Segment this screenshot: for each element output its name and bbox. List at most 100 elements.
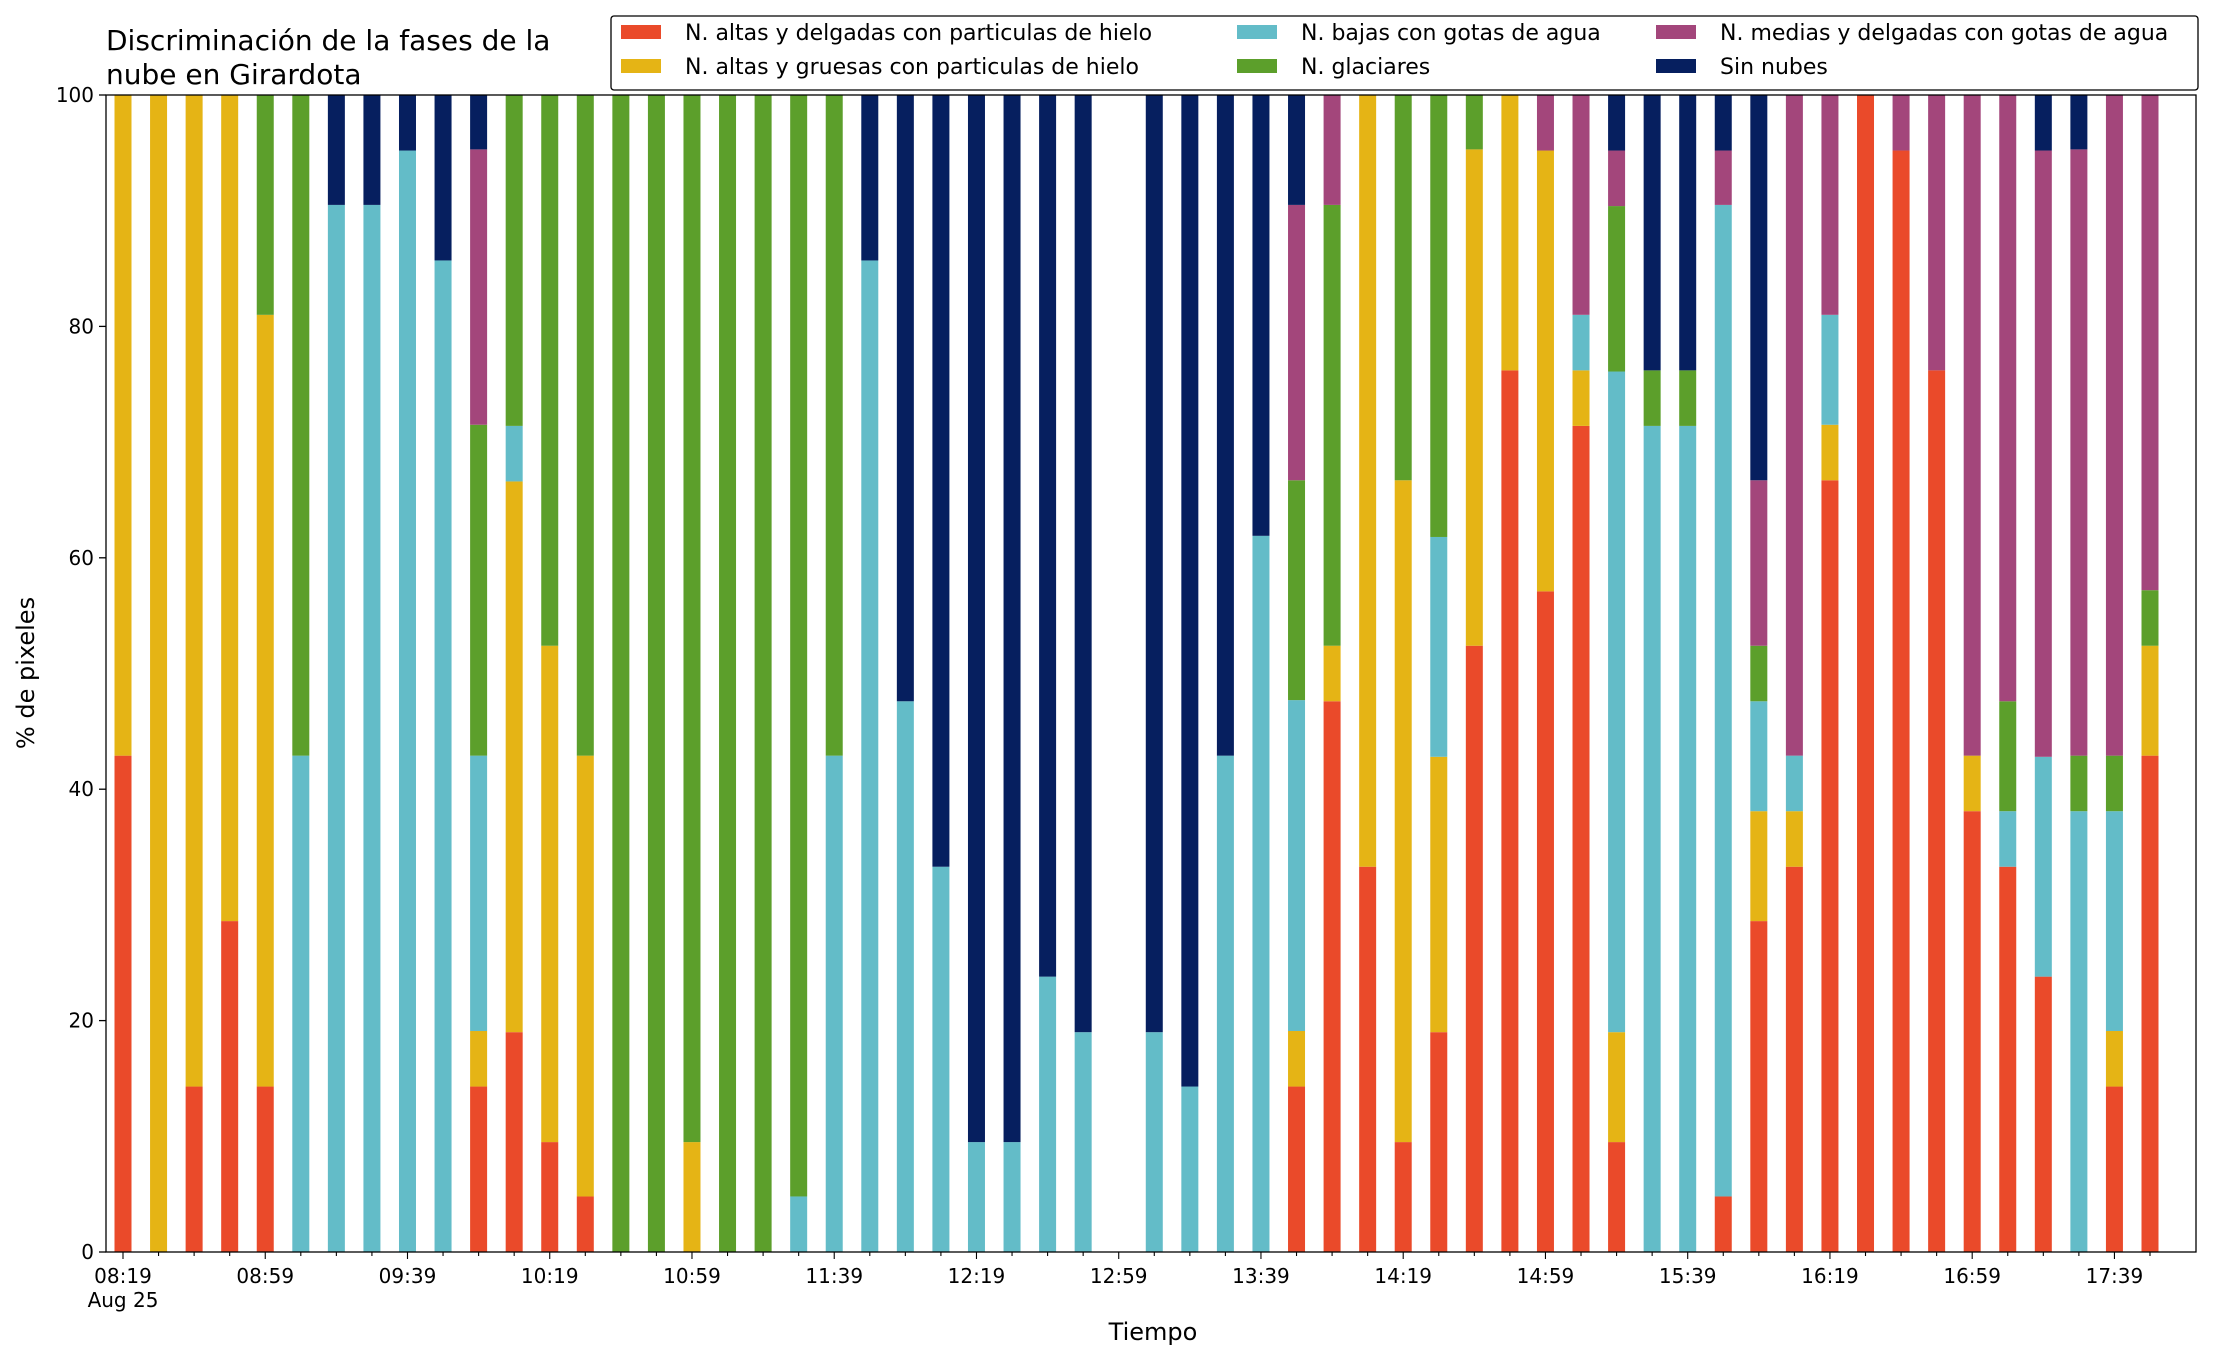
chart-title-line-2: nube en Girardota <box>106 58 361 91</box>
bar-segment <box>1216 755 1234 1252</box>
bar-segment <box>1288 204 1306 481</box>
bar-segment <box>505 1032 523 1252</box>
bar-segment <box>292 95 310 756</box>
legend-label: N. bajas con gotas de agua <box>1301 21 1601 46</box>
bar-segment <box>1074 1032 1092 1252</box>
bar-segment <box>576 1196 594 1252</box>
bar-segment <box>2034 976 2052 1252</box>
bar-segment <box>1821 424 1839 481</box>
bar-segment <box>1750 645 1768 702</box>
legend-item: N. bajas con gotas de agua <box>1237 21 1601 46</box>
bar-group-1539 <box>1679 95 1697 1252</box>
y-tick-label: 0 <box>81 1240 94 1264</box>
bar-group-1359 <box>1323 95 1341 1252</box>
bars-layer <box>114 95 2159 1252</box>
bar-segment <box>434 260 452 1252</box>
legend-item: Sin nubes <box>1656 55 1828 80</box>
bar-group-1629 <box>1857 95 1875 1252</box>
x-axis-label: Tiempo <box>1108 1318 1198 1346</box>
bar-segment <box>1572 425 1590 1252</box>
bar-segment <box>576 755 594 1197</box>
bar-segment <box>327 204 345 1252</box>
bar-group-1159 <box>896 95 914 1252</box>
bar-segment <box>221 95 239 922</box>
x-tick-label: 16:59 <box>1943 1264 2001 1288</box>
bar-segment <box>1501 370 1519 1252</box>
bar-segment <box>1003 95 1021 1143</box>
bar-segment <box>1465 149 1483 646</box>
bar-segment <box>2034 756 2052 977</box>
bar-group-1649 <box>1928 95 1946 1252</box>
legend-swatch <box>1656 59 1696 73</box>
bar-segment <box>967 95 985 1143</box>
bar-segment <box>1608 371 1626 1033</box>
bar-group-1209 <box>932 95 950 1252</box>
x-tick-label: 12:59 <box>1090 1264 1148 1288</box>
x-tick-label: 10:59 <box>663 1264 721 1288</box>
bar-group-1039 <box>612 95 630 1252</box>
bar-segment <box>470 95 488 150</box>
bar-segment <box>470 424 488 756</box>
bar-group-0949 <box>434 95 452 1252</box>
legend-item: N. glaciares <box>1237 55 1430 80</box>
bar-segment <box>1785 755 1803 812</box>
x-tick-label: 08:59 <box>236 1264 294 1288</box>
bar-segment <box>1536 150 1554 592</box>
legend-box <box>610 15 2199 91</box>
bar-group-1059 <box>683 95 701 1252</box>
bar-segment <box>1145 1032 1163 1252</box>
legend-item: N. altas y delgadas con particulas de hi… <box>621 21 1152 46</box>
bar-segment <box>2105 1086 2123 1252</box>
x-tick-label: 17:39 <box>2086 1264 2144 1288</box>
bar-segment <box>470 149 488 425</box>
bar-segment <box>1039 95 1057 977</box>
bar-group-1709 <box>1999 95 2017 1252</box>
bar-segment <box>1892 95 1910 151</box>
bar-segment <box>1394 1142 1412 1252</box>
bar-segment <box>363 95 381 205</box>
bar-group-1049 <box>647 95 665 1252</box>
bar-segment <box>1359 95 1377 867</box>
legend-label: Sin nubes <box>1720 55 1828 80</box>
bar-segment <box>754 95 772 1252</box>
bar-segment <box>363 204 381 1252</box>
bar-segment <box>719 95 737 1252</box>
bar-group-1459 <box>1536 95 1554 1252</box>
bar-segment <box>1608 150 1626 207</box>
legend: N. altas y delgadas con particulas de hi… <box>610 15 2199 91</box>
bar-segment <box>2141 755 2159 1252</box>
bar-segment <box>1465 645 1483 1252</box>
bar-group-1749 <box>2141 95 2159 1252</box>
bar-segment <box>1394 95 1412 481</box>
bar-group-1129 <box>790 95 808 1252</box>
y-axis-label: % de pixeles <box>12 597 40 749</box>
bar-segment <box>256 314 274 1087</box>
bar-segment <box>1963 95 1981 756</box>
bar-segment <box>114 95 132 756</box>
x-axis-ticks: 08:19 08:59 09:39 10:19 10:59 11:39 12:19 12:59… <box>88 1252 2151 1312</box>
legend-swatch <box>1656 25 1696 39</box>
bar-group-0819 <box>114 95 132 1252</box>
bar-group-1449 <box>1501 95 1519 1252</box>
bar-group-1309 <box>1145 95 1163 1252</box>
bar-segment <box>2034 150 2052 757</box>
x-tick-label: 14:59 <box>1517 1264 1575 1288</box>
x-tick-label: 16:19 <box>1801 1264 1859 1288</box>
bar-segment <box>1394 480 1412 1143</box>
bar-segment <box>612 95 630 1252</box>
bar-segment <box>2105 811 2123 1032</box>
bar-segment <box>2141 645 2159 756</box>
bar-segment <box>1892 150 1910 1252</box>
bar-segment <box>896 701 914 1252</box>
bar-segment <box>1750 921 1768 1252</box>
legend-label: N. altas y gruesas con particulas de hie… <box>685 55 1139 80</box>
bar-segment <box>541 1142 559 1252</box>
bar-group-1229 <box>1003 95 1021 1252</box>
bar-group-1339 <box>1252 95 1270 1252</box>
bar-segment <box>861 95 879 261</box>
bar-segment <box>256 1086 274 1252</box>
bar-group-1739 <box>2105 95 2123 1252</box>
bar-segment <box>2105 755 2123 812</box>
bar-group-0859 <box>256 95 274 1252</box>
bar-segment <box>2141 95 2159 591</box>
